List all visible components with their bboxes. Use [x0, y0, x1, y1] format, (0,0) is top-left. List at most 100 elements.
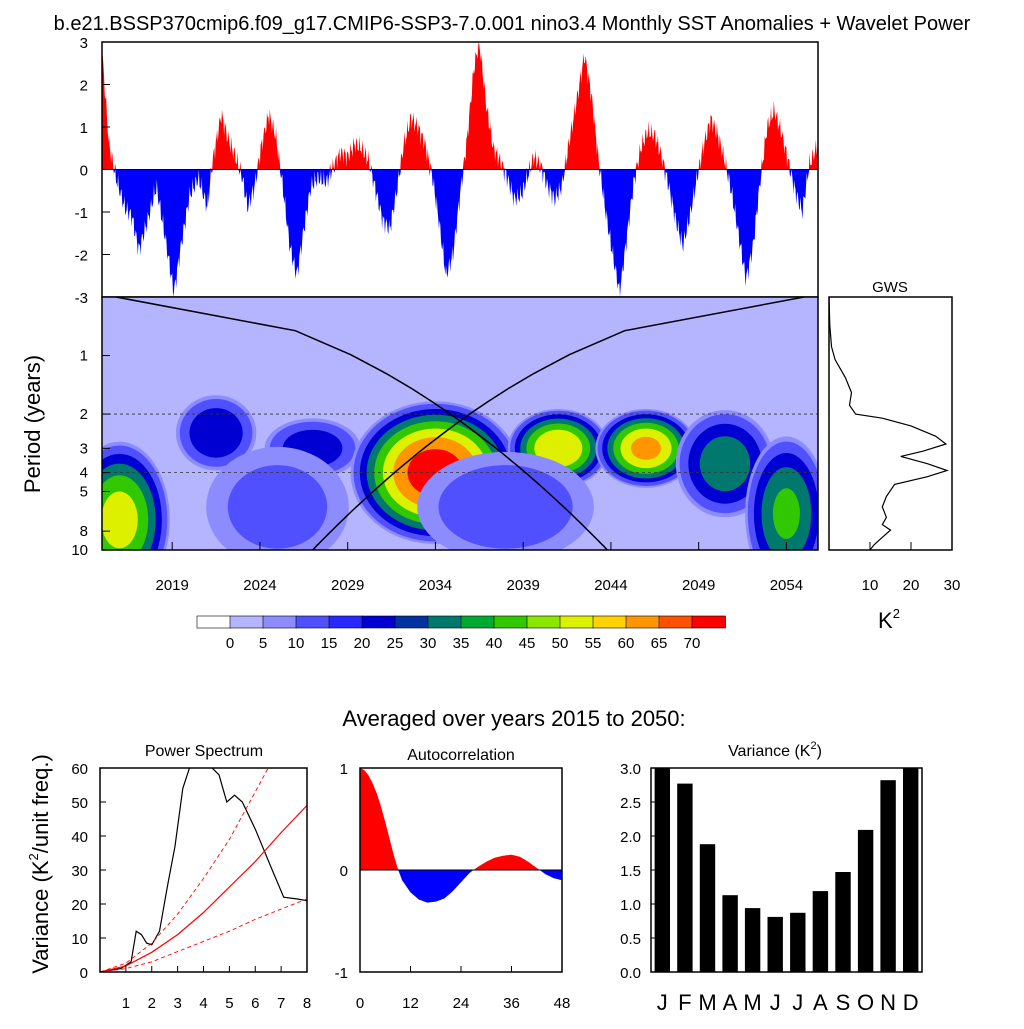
- anomaly-negative-area: [102, 169, 818, 297]
- wavelet-contour: [772, 488, 800, 539]
- variance-bar: [880, 780, 896, 972]
- wavelet-xtick-label: 2054: [770, 577, 803, 594]
- colorbar-label: 55: [585, 635, 602, 652]
- variance-bar: [857, 829, 874, 972]
- colorbar-label: 35: [453, 635, 470, 652]
- variance-bar: [812, 891, 829, 972]
- autocorrelation-negative-area: [360, 870, 562, 903]
- wavelet-ytick-label: 5: [80, 483, 88, 500]
- anomaly-ytick-label: -1: [75, 205, 88, 222]
- gws-xtick-label: 30: [944, 577, 961, 594]
- power-spectrum-ytick-label: 10: [71, 931, 88, 948]
- variance-ytick-label: 1.5: [620, 863, 641, 880]
- wavelet-ytick-label: 3: [80, 440, 88, 457]
- variance-bar: [744, 908, 761, 972]
- colorbar-swatch: [625, 615, 660, 629]
- variance-bar: [699, 844, 716, 972]
- power-spectrum-ytick-label: 50: [71, 795, 88, 812]
- wavelet-xtick-label: 2024: [243, 577, 276, 594]
- power-spectrum-xtick-label: 6: [251, 995, 259, 1012]
- colorbar-swatch: [658, 615, 693, 629]
- variance-bar: [677, 783, 693, 972]
- anomaly-panel: 3 2 1 0 -1 -2 -3: [75, 35, 819, 307]
- autocorrelation-positive-area: [360, 768, 562, 870]
- gws-xlabel: K2: [878, 606, 900, 633]
- variance-month-label: J: [770, 990, 781, 1015]
- wavelet-xtick-label: 2049: [682, 577, 715, 594]
- power-spectrum-xtick-label: 8: [303, 995, 311, 1012]
- colorbar-label: 20: [354, 635, 371, 652]
- power-spectrum-ylabel: Variance (K2/unit freq.): [26, 754, 53, 974]
- wavelet-contour: [699, 436, 751, 492]
- wavelet-contour: [631, 436, 661, 460]
- autocorrelation-ytick-label: 1: [340, 761, 348, 778]
- colorbar-label: 65: [651, 635, 668, 652]
- colorbar-swatch: [361, 615, 396, 629]
- colorbar-swatch: [526, 615, 561, 629]
- power-spectrum-title: Power Spectrum: [145, 743, 263, 760]
- colorbar-swatch: [262, 615, 297, 629]
- variance-ytick-label: 3.0: [620, 761, 641, 778]
- power-spectrum-ytick-label: 20: [71, 897, 88, 914]
- colorbar-label: 30: [420, 635, 437, 652]
- power-spectrum-ytick-label: 30: [71, 863, 88, 880]
- gws-frame: [828, 296, 953, 551]
- colorbar-label: 15: [321, 635, 338, 652]
- anomaly-ytick-label: 1: [80, 120, 88, 137]
- autocorrelation-xtick-label: 12: [402, 995, 419, 1012]
- wavelet-contour: [227, 465, 328, 549]
- cone-of-influence: [115, 297, 805, 550]
- colorbar-label: 5: [259, 635, 267, 652]
- variance-month-label: M: [743, 990, 761, 1015]
- variance-month-label: J: [792, 990, 803, 1015]
- autocorrelation-xtick-label: 48: [554, 995, 571, 1012]
- variance-bar: [903, 768, 919, 972]
- wavelet-ytick-label: 2: [80, 406, 88, 423]
- power-spectrum-ytick-label: 40: [71, 829, 88, 846]
- variance-month-label: A: [813, 990, 828, 1015]
- autocorrelation-xtick-label: 36: [503, 995, 520, 1012]
- gws-xtick-label: 10: [862, 577, 879, 594]
- variance-month-label: O: [857, 990, 874, 1015]
- wavelet-contour: [102, 491, 138, 549]
- autocorrelation-xtick-label: 24: [453, 995, 470, 1012]
- wavelet-panel: 1 2 3 45 8 10 2019 2024 2029 2034 2039 2044 2049 2054…: [20, 296, 819, 594]
- power-spectrum-spectrum-line: [100, 768, 307, 972]
- autocorrelation-title: Autocorrelation: [407, 747, 515, 764]
- wavelet-xtick-label: 2039: [506, 577, 539, 594]
- gws-xtick-label: 20: [903, 577, 920, 594]
- colorbar-swatch: [229, 615, 264, 629]
- power-spectrum-ytick-label: 60: [71, 761, 88, 778]
- variance-ytick-label: 0.5: [620, 931, 641, 948]
- variance-month-label: S: [836, 990, 851, 1015]
- variance-title: Variance (K2): [728, 740, 822, 760]
- colorbar-label: 0: [226, 635, 234, 652]
- colorbar-swatch: [196, 615, 231, 629]
- colorbar-swatch: [460, 615, 495, 629]
- power-spectrum-upper-ci-line: [100, 768, 269, 972]
- wavelet-xtick-label: 2044: [594, 577, 627, 594]
- power-spectrum-lower-ci-line: [100, 898, 307, 972]
- variance-bar: [654, 768, 670, 972]
- colorbar-swatch: [493, 615, 528, 629]
- wavelet-contour: [534, 429, 583, 467]
- colorbar-swatch: [559, 615, 594, 629]
- colorbar-swatch: [691, 615, 726, 629]
- variance-bar: [790, 912, 806, 972]
- autocorrelation-xtick-label: 0: [356, 995, 364, 1012]
- anomaly-ytick-label: 2: [80, 78, 88, 95]
- autocorrelation-panel: Autocorrelation 0 12 24 36 48 1 0 -1: [335, 747, 571, 1012]
- variance-month-label: A: [723, 990, 738, 1015]
- anomaly-ytick-label: -3: [75, 290, 88, 307]
- colorbar-label: 70: [684, 635, 701, 652]
- colorbar-label: 40: [486, 635, 503, 652]
- colorbar-label: 50: [552, 635, 569, 652]
- anomaly-positive-area: [102, 42, 818, 170]
- autocorrelation-ytick-label: 0: [340, 863, 348, 880]
- variance-ytick-label: 0.0: [620, 965, 641, 982]
- variance-month-label: J: [657, 990, 668, 1015]
- gws-panel: GWS 10 20 30 K2: [828, 279, 961, 633]
- power-spectrum-xtick-label: 4: [199, 995, 207, 1012]
- colorbar-swatch: [328, 615, 363, 629]
